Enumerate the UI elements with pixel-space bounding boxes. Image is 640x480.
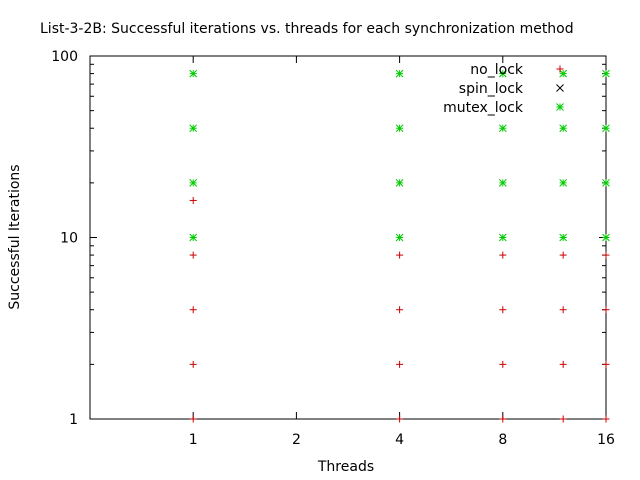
plot-area-frame: [89, 55, 607, 420]
no_lock-point: [499, 306, 507, 314]
x-tick-label: 4: [395, 432, 404, 448]
mutex_lock-point: [602, 179, 610, 187]
mutex_lock-point: [498, 179, 507, 187]
mutex_lock-point: [498, 233, 507, 242]
legend-label: spin_lock: [459, 81, 524, 97]
mutex_lock-point: [498, 124, 507, 133]
no_lock-point: [499, 251, 507, 259]
legend: no_lock spin_lock mutex_lock: [443, 62, 564, 116]
no_lock-point: [559, 415, 567, 423]
x-tick-label: 16: [597, 432, 615, 448]
mutex_lock-point: [395, 124, 404, 133]
mutex_lock-point: [189, 124, 198, 133]
no_lock-point: [396, 306, 404, 314]
mutex_lock-point: [559, 179, 568, 187]
mutex_lock-point: [395, 69, 404, 78]
legend-marker: [556, 84, 564, 92]
no_lock-point: [396, 251, 404, 259]
mutex_lock-point: [395, 179, 404, 187]
chart-title: List-3-2B: Successful iterations vs. thr…: [40, 21, 574, 37]
data-points: [189, 69, 610, 423]
x-axis-ticks: 1 2 4 8 16: [189, 56, 615, 448]
no_lock-point: [602, 306, 610, 314]
legend-marker: [556, 103, 564, 111]
no_lock-point: [559, 251, 567, 259]
no_lock-point: [602, 415, 610, 423]
no_lock-point: [189, 251, 197, 259]
mutex_lock-point: [395, 233, 404, 242]
mutex_lock-point: [189, 179, 198, 187]
y-axis-label: Successful Iterations: [7, 164, 23, 309]
no_lock-point: [189, 415, 197, 423]
no_lock-point: [602, 360, 610, 368]
no_lock-point: [189, 196, 197, 204]
no_lock-point: [396, 415, 404, 423]
mutex_lock-point: [602, 69, 610, 78]
mutex_lock-point: [559, 233, 568, 242]
no_lock-point: [559, 306, 567, 314]
x-axis-label: Threads: [317, 459, 374, 475]
mutex_lock-point: [602, 233, 610, 242]
no_lock-point: [559, 360, 567, 368]
mutex_lock-point: [559, 124, 568, 133]
y-tick-label: 100: [51, 49, 78, 65]
no_lock-point: [499, 360, 507, 368]
legend-label: mutex_lock: [443, 100, 524, 116]
no_lock-point: [189, 360, 197, 368]
no_lock-point: [602, 251, 610, 259]
mutex_lock-point: [189, 233, 198, 242]
y-tick-label: 10: [60, 231, 78, 247]
mutex_lock-point: [602, 124, 610, 133]
no_lock-point: [189, 306, 197, 314]
legend-label: no_lock: [470, 62, 524, 78]
no_lock-point: [396, 360, 404, 368]
x-tick-label: 8: [498, 432, 507, 448]
y-tick-label: 1: [69, 412, 78, 428]
no_lock-point: [499, 415, 507, 423]
mutex_lock-point: [559, 69, 568, 78]
x-tick-label: 2: [292, 432, 301, 448]
mutex_lock-point: [189, 69, 198, 78]
mutex_lock-point: [498, 69, 507, 78]
x-tick-label: 1: [189, 432, 198, 448]
legend-marker: [556, 65, 564, 73]
